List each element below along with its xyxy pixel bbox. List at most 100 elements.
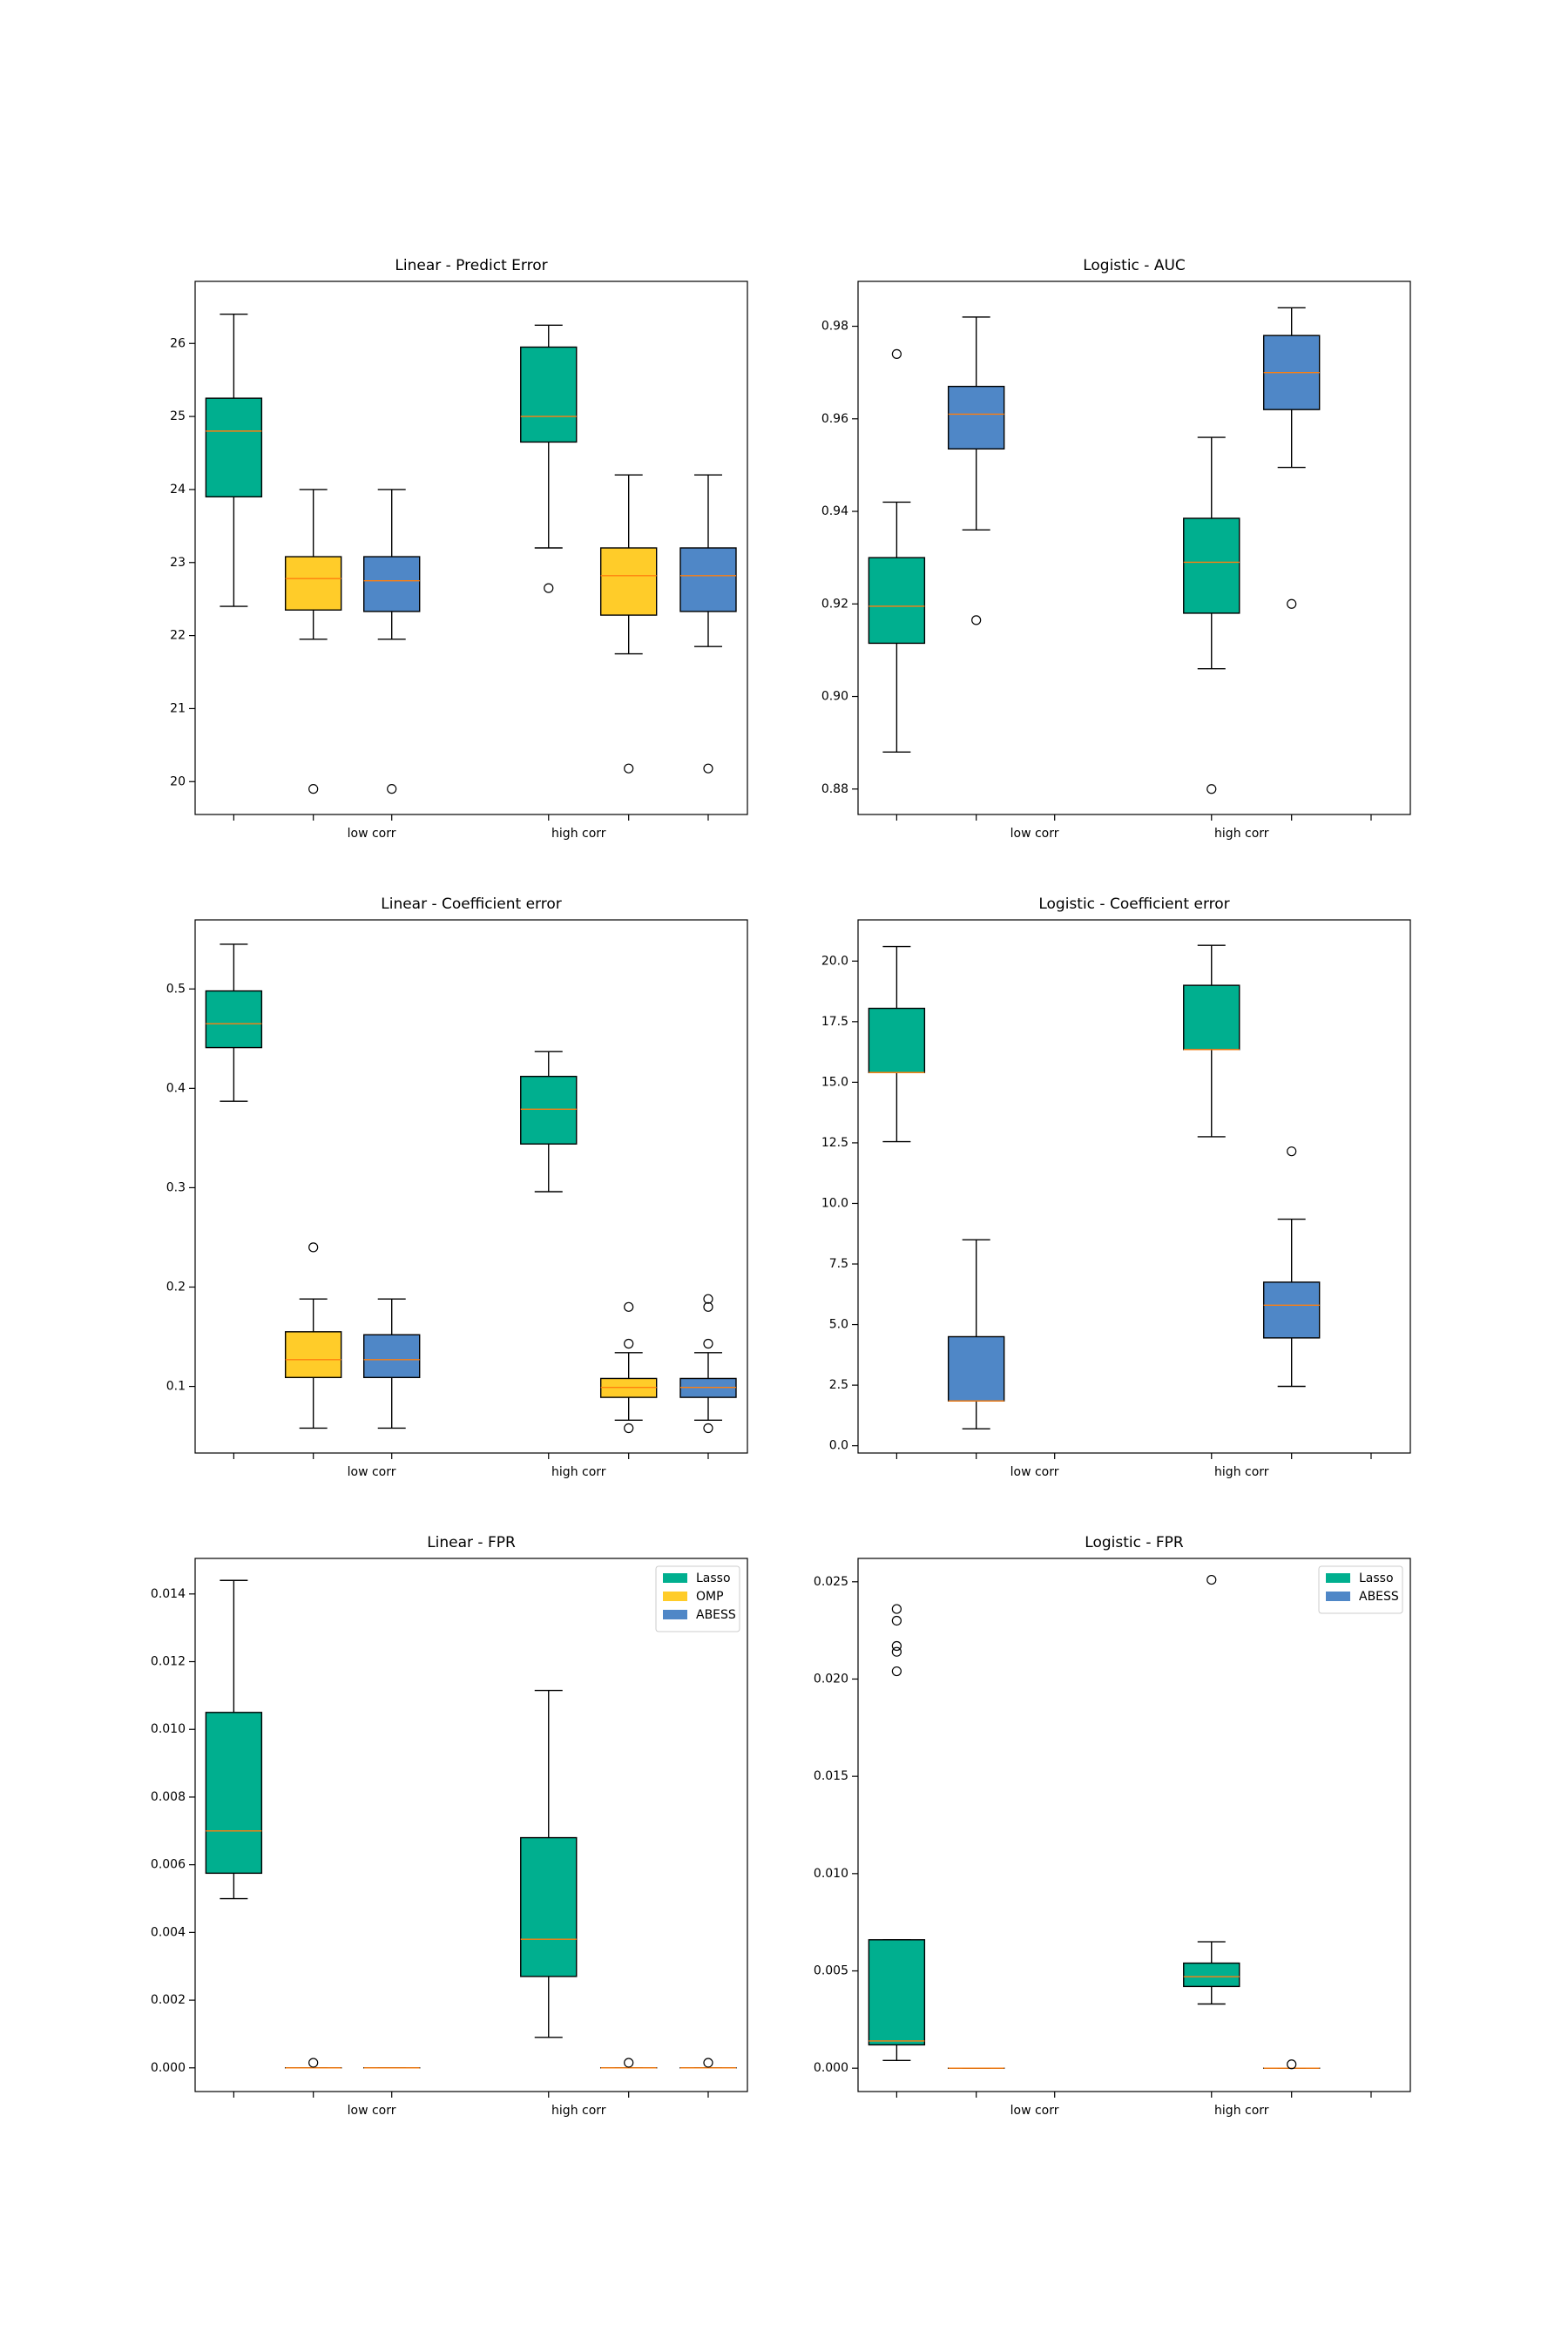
y-tick-label: 26 <box>170 336 186 350</box>
y-tick-label: 0.014 <box>151 1587 186 1601</box>
outlier-point <box>308 2058 319 2068</box>
outlier-point <box>703 763 713 774</box>
legend-swatch <box>663 1592 687 1601</box>
x-group-label: high corr <box>1214 827 1269 841</box>
outlier-point <box>891 1646 902 1657</box>
outlier-point <box>971 615 982 625</box>
x-group-label: low corr <box>1010 2104 1059 2118</box>
y-tick-label: 0.5 <box>166 982 186 996</box>
outlier-point <box>1206 1574 1217 1585</box>
outlier-point <box>1287 1146 1297 1157</box>
outlier-point <box>703 1423 713 1434</box>
y-tick-label: 0.020 <box>814 1672 848 1686</box>
y-tick-label: 21 <box>170 701 186 715</box>
box-lasso <box>520 346 578 443</box>
y-tick-label: 0.1 <box>166 1380 186 1394</box>
y-tick-label: 15.0 <box>821 1075 848 1089</box>
outlier-point <box>891 348 902 360</box>
outlier-point <box>703 2058 713 2068</box>
legend-entry: Lasso <box>696 1571 731 1585</box>
box-abess <box>947 385 1005 450</box>
box-abess <box>1262 1281 1321 1339</box>
y-tick-label: 0.94 <box>821 504 848 518</box>
outlier-point <box>891 1604 902 1614</box>
box-abess <box>679 547 737 612</box>
y-tick-label: 0.000 <box>151 2061 186 2075</box>
box-lasso <box>205 397 263 498</box>
box-lasso <box>1183 517 1240 614</box>
outlier-point <box>308 784 319 794</box>
y-tick-label: 7.5 <box>829 1257 848 1271</box>
axes-frame <box>857 919 1411 1454</box>
axes-frame <box>857 1558 1411 2092</box>
y-tick-label: 0.98 <box>821 320 848 334</box>
chart-title: Linear - Predict Error <box>395 257 547 274</box>
legend-swatch <box>1326 1573 1350 1583</box>
box-abess <box>363 556 421 612</box>
outlier-point <box>891 1615 902 1626</box>
chart-title: Linear - FPR <box>427 1534 516 1551</box>
x-group-label: low corr <box>348 827 396 841</box>
outlier-point <box>1287 2059 1297 2070</box>
y-tick-label: 0.92 <box>821 597 848 611</box>
y-tick-label: 20 <box>170 774 186 788</box>
y-tick-label: 0.006 <box>151 1858 186 1872</box>
y-tick-label: 0.015 <box>814 1769 848 1783</box>
x-group-label: high corr <box>551 2104 606 2118</box>
x-group-label: low corr <box>1010 1465 1059 1479</box>
y-tick-label: 0.005 <box>814 1964 848 1978</box>
outlier-point <box>624 2058 634 2068</box>
y-tick-label: 22 <box>170 629 186 643</box>
axes-frame <box>194 1558 748 2092</box>
outlier-point <box>1206 784 1217 794</box>
chart-title: Logistic - AUC <box>1083 257 1186 274</box>
box-abess <box>947 1335 1005 1402</box>
outlier-point <box>703 1294 713 1304</box>
y-tick-label: 0.3 <box>166 1180 186 1194</box>
legend-entry: Lasso <box>1359 1571 1394 1585</box>
outlier-point <box>308 1242 319 1253</box>
outlier-point <box>624 1338 634 1349</box>
y-tick-label: 0.4 <box>166 1081 186 1095</box>
legend-entry: ABESS <box>1359 1590 1399 1604</box>
box-lasso <box>205 1712 263 1875</box>
outlier-point <box>891 1666 902 1677</box>
chart-title: Logistic - Coefficient error <box>1038 896 1229 913</box>
y-tick-label: 17.5 <box>821 1015 848 1029</box>
y-tick-label: 0.000 <box>814 2061 848 2075</box>
x-group-label: high corr <box>1214 1465 1269 1479</box>
y-tick-label: 10.0 <box>821 1196 848 1210</box>
box-lasso <box>868 1939 926 2046</box>
box-abess <box>363 1334 421 1379</box>
y-tick-label: 0.0 <box>829 1439 848 1453</box>
outlier-point <box>387 784 397 794</box>
x-group-label: low corr <box>348 2104 396 2118</box>
outlier-point <box>891 1640 902 1652</box>
y-tick-label: 12.5 <box>821 1136 848 1150</box>
y-tick-label: 25 <box>170 409 186 423</box>
y-tick-label: 23 <box>170 556 186 570</box>
y-tick-label: 0.010 <box>151 1722 186 1736</box>
x-group-label: low corr <box>1010 827 1059 841</box>
y-tick-label: 0.002 <box>151 1993 186 2007</box>
legend-swatch <box>1326 1592 1350 1601</box>
box-lasso <box>205 990 263 1049</box>
outlier-point <box>703 1338 713 1349</box>
x-group-label: high corr <box>551 1465 606 1479</box>
y-tick-label: 0.008 <box>151 1790 186 1804</box>
y-tick-label: 20.0 <box>821 954 848 968</box>
chart-title: Linear - Coefficient error <box>381 896 561 913</box>
box-lasso <box>1183 1962 1240 1988</box>
box-omp <box>284 1331 342 1379</box>
y-tick-label: 0.96 <box>821 412 848 426</box>
y-tick-label: 24 <box>170 483 186 497</box>
y-tick-label: 0.010 <box>814 1867 848 1881</box>
y-tick-label: 5.0 <box>829 1318 848 1332</box>
y-tick-label: 0.88 <box>821 782 848 796</box>
outlier-point <box>624 763 634 774</box>
box-lasso <box>1183 984 1240 1051</box>
box-omp <box>599 547 658 616</box>
legend-entry: OMP <box>696 1590 724 1604</box>
